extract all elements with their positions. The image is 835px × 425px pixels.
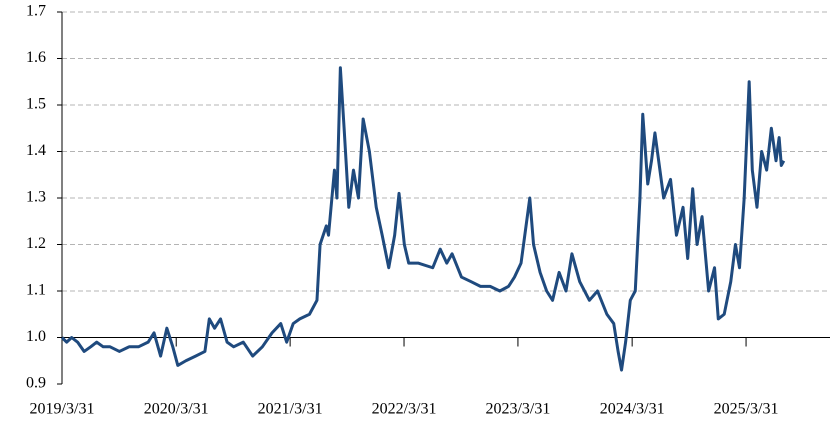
data-line — [60, 66, 786, 372]
y-tick-label: 0.9 — [26, 375, 46, 392]
y-tick-label: 1.6 — [26, 49, 46, 66]
x-tick-label: 2024/3/31 — [600, 401, 665, 418]
y-tick-label: 1.2 — [26, 235, 46, 252]
x-tick-label: 2020/3/31 — [144, 401, 209, 418]
x-tick-label: 2023/3/31 — [485, 401, 550, 418]
y-tick-label: 1.4 — [26, 142, 46, 159]
x-tick-label: 2022/3/31 — [372, 401, 437, 418]
x-tick-label: 2019/3/31 — [30, 401, 95, 418]
x-tick-label: 2021/3/31 — [258, 401, 323, 418]
x-tick-label: 2025/3/31 — [714, 401, 779, 418]
y-tick-label: 1.5 — [26, 96, 46, 113]
y-tick-label: 1.0 — [26, 328, 46, 345]
y-tick-label: 1.1 — [26, 282, 46, 299]
y-tick-label: 1.3 — [26, 189, 46, 206]
y-tick-label: 1.7 — [26, 3, 46, 20]
